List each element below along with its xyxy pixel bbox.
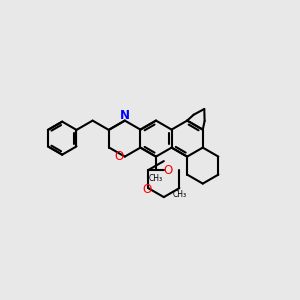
Text: CH₃: CH₃ <box>149 174 163 183</box>
Text: O: O <box>164 164 173 177</box>
Text: CH₃: CH₃ <box>172 190 186 199</box>
Text: N: N <box>120 109 130 122</box>
Text: O: O <box>142 183 151 196</box>
Text: O: O <box>115 150 124 163</box>
